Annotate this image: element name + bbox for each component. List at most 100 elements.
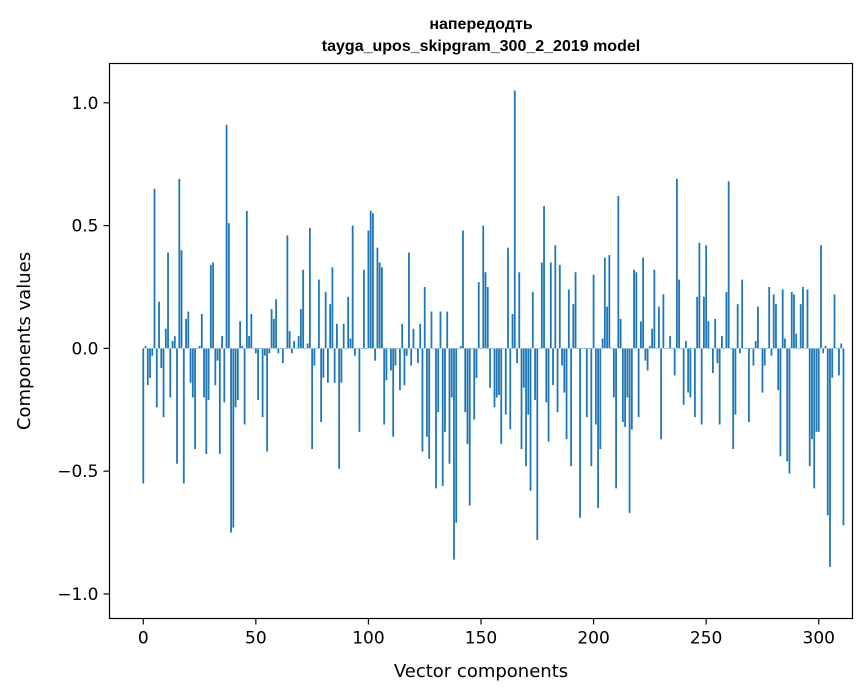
bar-component-155: [491, 348, 494, 349]
bar-component-195: [581, 348, 584, 349]
bar-component-310: [840, 343, 843, 349]
bar-component-115: [401, 323, 404, 349]
bar-component-6: [155, 348, 158, 408]
bar-component-233: [666, 348, 669, 349]
bar-component-271: [752, 348, 755, 366]
bar-component-225: [648, 345, 651, 349]
bar-component-118: [408, 252, 410, 349]
bar-component-217: [630, 348, 633, 430]
bar-component-125: [423, 286, 426, 349]
x-tick-label: 50: [245, 629, 267, 649]
bar-component-177: [540, 262, 543, 349]
bar-component-288: [790, 291, 793, 349]
bar-component-92: [349, 338, 352, 349]
bar-component-97: [360, 348, 363, 349]
bar-component-62: [281, 348, 284, 364]
bar-component-104: [376, 247, 379, 349]
bar-component-257: [721, 336, 723, 349]
bar-component-160: [502, 348, 505, 349]
bar-component-192: [574, 272, 577, 349]
bar-component-249: [703, 296, 705, 349]
bar-component-143: [464, 348, 467, 413]
bar-component-240: [682, 348, 685, 405]
bar-component-17: [180, 250, 183, 349]
bar-component-306: [831, 348, 834, 378]
bar-component-100: [367, 230, 370, 349]
bar-component-150: [480, 348, 482, 349]
bar-component-32: [214, 348, 217, 386]
bar-component-268: [745, 348, 748, 349]
bar-component-28: [205, 348, 208, 454]
bar-component-116: [403, 348, 406, 386]
bar-component-89: [342, 323, 345, 349]
bar-component-167: [518, 272, 521, 349]
bar-component-59: [275, 299, 278, 349]
bar-component-276: [763, 348, 766, 366]
bar-component-103: [374, 348, 377, 361]
bar-component-44: [241, 345, 244, 349]
bar-component-113: [396, 348, 399, 349]
bar-component-108: [385, 348, 388, 381]
bar-component-237: [675, 178, 678, 349]
bar-component-285: [784, 338, 786, 349]
bar-component-30: [209, 264, 212, 349]
bar-component-196: [583, 348, 586, 349]
y-tick-label: 1.0: [71, 94, 98, 114]
bar-component-34: [218, 348, 221, 454]
bar-component-138: [453, 348, 455, 560]
bar-component-166: [516, 348, 518, 364]
bar-component-107: [383, 348, 386, 425]
bar-component-146: [471, 348, 473, 349]
bar-component-9: [162, 348, 165, 418]
bar-component-308: [835, 348, 838, 349]
bar-component-294: [804, 348, 807, 349]
bar-component-309: [838, 348, 840, 376]
bar-component-224: [646, 348, 649, 371]
bar-component-5: [153, 188, 156, 349]
bar-component-98: [363, 269, 365, 349]
bar-component-302: [822, 348, 825, 354]
bars-group: [142, 90, 845, 567]
bar-component-134: [444, 348, 446, 432]
bar-component-221: [639, 321, 642, 349]
bar-component-49: [252, 348, 255, 349]
bar-component-172: [529, 348, 532, 491]
bar-component-229: [657, 306, 660, 349]
bar-component-209: [612, 348, 615, 398]
bar-component-54: [263, 348, 266, 356]
bar-component-41: [234, 348, 237, 408]
bar-component-223: [644, 348, 647, 361]
bar-component-274: [759, 348, 762, 349]
bar-component-263: [734, 348, 737, 415]
bar-component-243: [689, 348, 692, 398]
bar-component-151: [482, 225, 485, 349]
bar-component-307: [833, 294, 836, 349]
bar-component-114: [399, 348, 401, 391]
bar-component-158: [498, 348, 500, 396]
bar-component-280: [772, 294, 775, 349]
bar-component-259: [725, 291, 728, 349]
bar-component-230: [660, 348, 663, 440]
bar-component-157: [495, 348, 498, 398]
bar-component-50: [254, 348, 257, 354]
bar-component-175: [536, 348, 539, 540]
bar-component-135: [446, 311, 449, 349]
bar-component-183: [554, 245, 557, 349]
bar-component-12: [169, 348, 172, 398]
bar-component-55: [266, 348, 269, 452]
bar-component-139: [455, 348, 458, 523]
bar-component-200: [592, 274, 595, 349]
bar-component-267: [743, 348, 746, 349]
bar-component-19: [185, 318, 187, 349]
bar-component-141: [459, 345, 462, 349]
bar-component-163: [509, 348, 512, 430]
y-axis-ticks: 1.0 0.5 0.0 −0.5 −1.0: [57, 94, 110, 605]
bar-component-110: [390, 348, 392, 371]
bar-component-40: [232, 348, 235, 528]
bar-component-247: [698, 242, 701, 349]
bar-component-289: [793, 294, 795, 349]
bar-component-85: [333, 348, 336, 383]
bar-component-186: [561, 348, 563, 366]
bar-component-117: [405, 348, 408, 356]
